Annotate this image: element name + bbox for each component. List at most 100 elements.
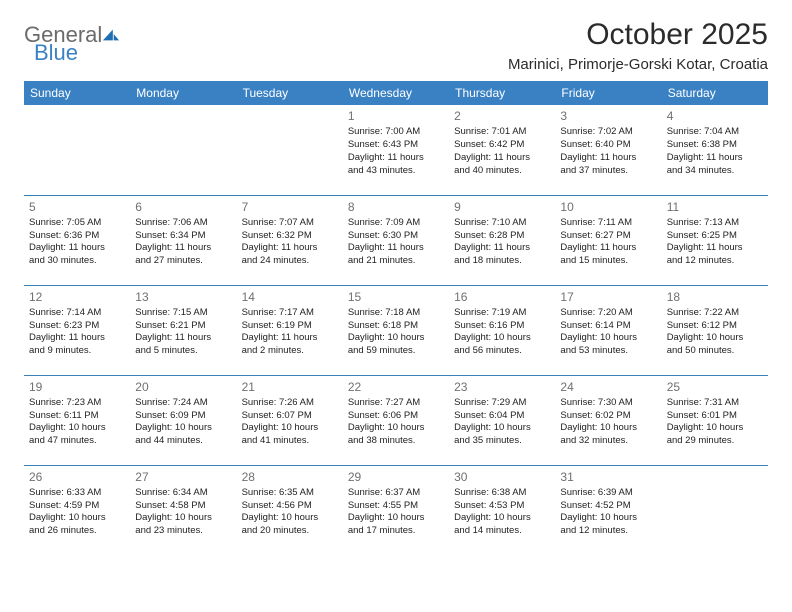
sunrise-text: Sunrise: 7:14 AM (29, 307, 125, 320)
calendar-day-cell: 12Sunrise: 7:14 AMSunset: 6:23 PMDayligh… (24, 285, 130, 375)
sunrise-text: Sunrise: 7:17 AM (242, 307, 338, 320)
weekday-header: Thursday (449, 81, 555, 105)
brand-logo: General Blue (24, 18, 120, 64)
calendar-day-cell: 20Sunrise: 7:24 AMSunset: 6:09 PMDayligh… (130, 375, 236, 465)
sunrise-text: Sunrise: 7:20 AM (560, 307, 656, 320)
sunrise-text: Sunrise: 7:01 AM (454, 126, 550, 139)
daylight1-text: Daylight: 11 hours (135, 242, 231, 255)
sunset-text: Sunset: 6:34 PM (135, 230, 231, 243)
daylight2-text: and 37 minutes. (560, 165, 656, 178)
day-number: 24 (560, 379, 656, 395)
sunset-text: Sunset: 6:23 PM (29, 320, 125, 333)
daylight2-text: and 50 minutes. (667, 345, 763, 358)
daylight1-text: Daylight: 10 hours (348, 512, 444, 525)
sunset-text: Sunset: 6:12 PM (667, 320, 763, 333)
day-number: 23 (454, 379, 550, 395)
daylight1-text: Daylight: 11 hours (242, 242, 338, 255)
sunset-text: Sunset: 6:11 PM (29, 410, 125, 423)
day-number: 31 (560, 469, 656, 485)
month-title: October 2025 (508, 18, 768, 52)
daylight2-text: and 34 minutes. (667, 165, 763, 178)
daylight2-text: and 59 minutes. (348, 345, 444, 358)
daylight2-text: and 15 minutes. (560, 255, 656, 268)
daylight1-text: Daylight: 10 hours (560, 332, 656, 345)
day-number: 22 (348, 379, 444, 395)
day-number: 8 (348, 199, 444, 215)
sunrise-text: Sunrise: 6:38 AM (454, 487, 550, 500)
calendar-day-cell: 21Sunrise: 7:26 AMSunset: 6:07 PMDayligh… (237, 375, 343, 465)
sunset-text: Sunset: 6:28 PM (454, 230, 550, 243)
daylight1-text: Daylight: 10 hours (560, 512, 656, 525)
sunrise-text: Sunrise: 7:15 AM (135, 307, 231, 320)
sunset-text: Sunset: 6:01 PM (667, 410, 763, 423)
daylight2-text: and 32 minutes. (560, 435, 656, 448)
calendar-day-cell: 25Sunrise: 7:31 AMSunset: 6:01 PMDayligh… (662, 375, 768, 465)
calendar-day-cell: 19Sunrise: 7:23 AMSunset: 6:11 PMDayligh… (24, 375, 130, 465)
daylight2-text: and 23 minutes. (135, 525, 231, 538)
daylight1-text: Daylight: 10 hours (667, 422, 763, 435)
sunset-text: Sunset: 4:59 PM (29, 500, 125, 513)
day-number: 4 (667, 108, 763, 124)
sunset-text: Sunset: 6:04 PM (454, 410, 550, 423)
calendar-day-cell: 9Sunrise: 7:10 AMSunset: 6:28 PMDaylight… (449, 195, 555, 285)
sunrise-text: Sunrise: 7:30 AM (560, 397, 656, 410)
daylight1-text: Daylight: 11 hours (560, 152, 656, 165)
calendar-day-cell (662, 465, 768, 555)
sunrise-text: Sunrise: 7:26 AM (242, 397, 338, 410)
day-number: 6 (135, 199, 231, 215)
calendar-table: Sunday Monday Tuesday Wednesday Thursday… (24, 81, 768, 555)
daylight1-text: Daylight: 10 hours (454, 512, 550, 525)
calendar-day-cell: 5Sunrise: 7:05 AMSunset: 6:36 PMDaylight… (24, 195, 130, 285)
daylight1-text: Daylight: 11 hours (348, 242, 444, 255)
daylight2-text: and 29 minutes. (667, 435, 763, 448)
calendar-week-row: 12 Sunrise: 7:14 AMSunset: 6:23 PM Dayligh… (24, 285, 768, 375)
day-number: 12 (29, 289, 125, 305)
daylight2-text: and 35 minutes. (454, 435, 550, 448)
calendar-day-cell (24, 105, 130, 195)
day-number: 25 (667, 379, 763, 395)
daylight1-text: Daylight: 11 hours (560, 242, 656, 255)
sunset-text: Sunset: 6:43 PM (348, 139, 444, 152)
sunrise-text: Sunrise: 7:10 AM (454, 217, 550, 230)
day-number: 3 (560, 108, 656, 124)
calendar-day-cell: 22Sunrise: 7:27 AMSunset: 6:06 PMDayligh… (343, 375, 449, 465)
calendar-day-cell: 7Sunrise: 7:07 AMSunset: 6:32 PMDaylight… (237, 195, 343, 285)
day-number: 28 (242, 469, 338, 485)
day-number: 5 (29, 199, 125, 215)
daylight1-text: Daylight: 10 hours (348, 422, 444, 435)
daylight1-text: Daylight: 10 hours (454, 332, 550, 345)
logo-text-blue: Blue (34, 42, 120, 64)
daylight2-text: and 2 minutes. (242, 345, 338, 358)
calendar-day-cell: 3Sunrise: 7:02 AMSunset: 6:40 PMDaylight… (555, 105, 661, 195)
daylight2-text: and 43 minutes. (348, 165, 444, 178)
calendar-day-cell: 16Sunrise: 7:19 AMSunset: 6:16 PMDayligh… (449, 285, 555, 375)
header: General Blue October 2025 Marinici, Prim… (24, 18, 768, 73)
daylight2-text: and 38 minutes. (348, 435, 444, 448)
calendar-day-cell: 14 Sunrise: 7:17 AMSunset: 6:19 PMDayligh… (237, 285, 343, 375)
weekday-header: Wednesday (343, 81, 449, 105)
calendar-day-cell: 18Sunrise: 7:22 AMSunset: 6:12 PMDayligh… (662, 285, 768, 375)
daylight1-text: Daylight: 10 hours (454, 422, 550, 435)
sunset-text: Sunset: 4:52 PM (560, 500, 656, 513)
calendar-day-cell: 31Sunrise: 6:39 AMSunset: 4:52 PMDayligh… (555, 465, 661, 555)
calendar-day-cell: 10Sunrise: 7:11 AMSunset: 6:27 PMDayligh… (555, 195, 661, 285)
day-number: 18 (667, 289, 763, 305)
day-number: 27 (135, 469, 231, 485)
sunrise-text: Sunrise: 7:04 AM (667, 126, 763, 139)
sunrise-text: Sunrise: 7:29 AM (454, 397, 550, 410)
sunset-text: Sunset: 6:07 PM (242, 410, 338, 423)
sunset-text: Sunset: 6:16 PM (454, 320, 550, 333)
daylight1-text: Daylight: 11 hours (348, 152, 444, 165)
day-number: 26 (29, 469, 125, 485)
calendar-day-cell: 23 Sunrise: 7:29 AMSunset: 6:04 PMDayligh… (449, 375, 555, 465)
daylight1-text: Daylight: 10 hours (135, 422, 231, 435)
sunrise-text: Sunrise: 7:24 AM (135, 397, 231, 410)
sunset-text: Sunset: 6:14 PM (560, 320, 656, 333)
day-number: 21 (242, 379, 338, 395)
sunset-text: Sunset: 6:19 PM (242, 320, 338, 333)
daylight2-text: and 53 minutes. (560, 345, 656, 358)
daylight1-text: Daylight: 11 hours (242, 332, 338, 345)
day-number: 14 (242, 289, 338, 305)
weekday-header: Monday (130, 81, 236, 105)
calendar-day-cell (130, 105, 236, 195)
